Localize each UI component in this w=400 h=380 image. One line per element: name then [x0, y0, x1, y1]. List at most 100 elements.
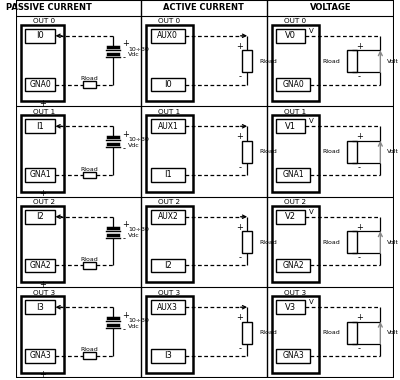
Text: +: + — [356, 132, 363, 141]
Text: GNA0: GNA0 — [30, 80, 51, 89]
Text: OUT 0: OUT 0 — [158, 18, 180, 24]
Text: 10÷30
Vdc: 10÷30 Vdc — [128, 318, 149, 329]
Text: VOLTAGE: VOLTAGE — [310, 3, 351, 13]
Bar — [151, 29, 185, 43]
Text: +: + — [39, 280, 46, 289]
Bar — [20, 116, 64, 192]
Text: 10÷30
Vdc: 10÷30 Vdc — [128, 228, 149, 238]
Text: +: + — [356, 42, 363, 51]
Text: Volt: Volt — [387, 240, 399, 245]
Bar — [347, 321, 357, 344]
Text: OUT 2: OUT 2 — [158, 200, 180, 205]
Text: +: + — [39, 99, 46, 108]
Text: OUT 1: OUT 1 — [158, 109, 180, 115]
Text: +: + — [122, 40, 129, 49]
Text: GNA1: GNA1 — [283, 171, 304, 179]
Text: V: V — [308, 299, 313, 305]
Text: OUT 1: OUT 1 — [33, 109, 55, 115]
Text: -: - — [122, 234, 126, 243]
Bar — [242, 141, 252, 163]
Bar — [242, 231, 252, 253]
Bar — [25, 210, 56, 224]
Text: V0: V0 — [285, 31, 296, 40]
Text: -: - — [358, 253, 361, 263]
Text: +: + — [122, 311, 129, 320]
Text: -: - — [122, 325, 126, 334]
Text: +: + — [236, 313, 243, 322]
Text: V3: V3 — [285, 303, 296, 312]
Bar — [151, 210, 185, 224]
Bar — [83, 262, 96, 269]
Text: OUT 3: OUT 3 — [284, 290, 306, 296]
Bar — [151, 300, 185, 314]
Text: -: - — [238, 163, 241, 172]
Bar — [272, 116, 319, 192]
Text: -: - — [122, 53, 126, 62]
Text: Rload: Rload — [260, 240, 277, 245]
Text: +: + — [236, 132, 243, 141]
Text: OUT 0: OUT 0 — [33, 18, 55, 24]
Text: -: - — [238, 73, 241, 82]
Text: AUX3: AUX3 — [158, 303, 178, 312]
Text: Rload: Rload — [322, 149, 340, 154]
Bar — [276, 300, 305, 314]
Text: -: - — [358, 73, 361, 82]
Text: ACTIVE CURRENT: ACTIVE CURRENT — [163, 3, 244, 13]
Text: I1: I1 — [164, 171, 172, 179]
Text: Rload: Rload — [322, 59, 340, 63]
Bar — [25, 300, 56, 314]
Text: AUX0: AUX0 — [158, 31, 178, 40]
Text: OUT 2: OUT 2 — [33, 200, 55, 205]
Text: OUT 3: OUT 3 — [33, 290, 55, 296]
Text: +: + — [356, 223, 363, 232]
Text: +: + — [39, 189, 46, 198]
Text: V2: V2 — [285, 212, 296, 221]
Bar — [272, 25, 319, 101]
Bar — [25, 78, 56, 92]
Text: -: - — [122, 144, 126, 153]
Text: +: + — [122, 130, 129, 139]
Bar — [242, 321, 252, 344]
Text: -: - — [358, 163, 361, 172]
Bar — [272, 296, 319, 373]
Text: -: - — [238, 253, 241, 263]
Text: OUT 0: OUT 0 — [284, 18, 306, 24]
Bar — [146, 206, 193, 282]
Text: OUT 3: OUT 3 — [158, 290, 180, 296]
Text: +: + — [236, 42, 243, 51]
Text: PASSIVE CURRENT: PASSIVE CURRENT — [6, 3, 92, 13]
Text: Rload: Rload — [260, 59, 277, 63]
Bar — [276, 168, 310, 182]
Text: GNA1: GNA1 — [30, 171, 51, 179]
Text: Rload: Rload — [260, 149, 277, 154]
Text: GNA2: GNA2 — [30, 261, 51, 270]
Text: +: + — [356, 313, 363, 322]
Text: I3: I3 — [164, 352, 172, 361]
Bar — [276, 29, 305, 43]
Bar — [151, 78, 185, 92]
Text: V: V — [308, 28, 313, 34]
Bar — [276, 119, 305, 133]
Bar — [83, 81, 96, 88]
Bar — [25, 119, 56, 133]
Bar — [83, 171, 96, 179]
Text: -: - — [238, 344, 241, 353]
Bar — [25, 258, 56, 272]
Text: Rload: Rload — [80, 347, 98, 353]
Bar — [347, 231, 357, 253]
Text: V1: V1 — [285, 122, 296, 131]
Text: OUT 2: OUT 2 — [284, 200, 306, 205]
Text: Rload: Rload — [80, 166, 98, 171]
Text: 10÷30
Vdc: 10÷30 Vdc — [128, 137, 149, 148]
Bar — [276, 210, 305, 224]
Bar — [20, 296, 64, 373]
Text: GNA3: GNA3 — [282, 352, 304, 361]
Text: AUX2: AUX2 — [158, 212, 178, 221]
Bar — [20, 25, 64, 101]
Bar — [276, 258, 310, 272]
Bar — [151, 258, 185, 272]
Text: I1: I1 — [36, 122, 44, 131]
Bar — [25, 168, 56, 182]
Bar — [276, 349, 310, 363]
Bar — [146, 25, 193, 101]
